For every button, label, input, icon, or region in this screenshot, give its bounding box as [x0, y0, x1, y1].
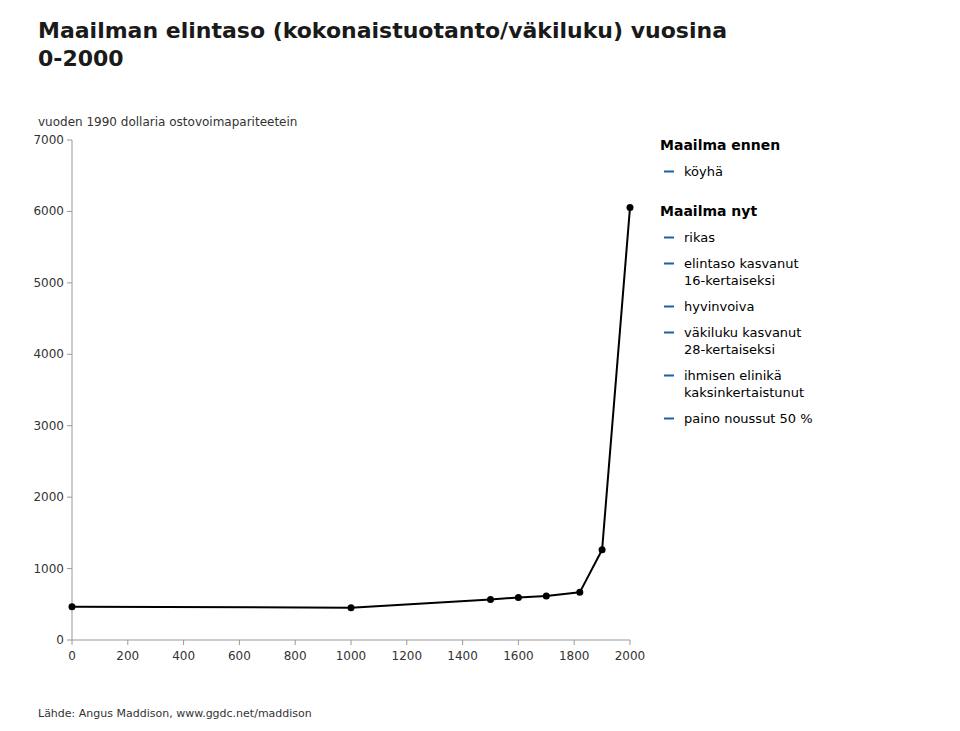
annotation-item: paino noussut 50 % [684, 411, 813, 426]
text-line: rikas [684, 230, 715, 245]
text-line: ihmisen elinikä [684, 368, 782, 383]
text-line: kaksinkertaistunut [684, 385, 804, 400]
x-tick [127, 640, 128, 645]
x-tick [574, 640, 575, 645]
y-tick [67, 211, 72, 212]
y-tick [67, 354, 72, 355]
x-tick [630, 640, 631, 645]
y-tick-label: 2000 [33, 490, 64, 504]
annotation-bullet [664, 237, 674, 239]
y-tick-label: 3000 [33, 419, 64, 433]
chart: Maailman elintaso (kokonaistuotanto/väki… [0, 0, 960, 731]
annotation-bullet [664, 375, 674, 377]
point [348, 604, 355, 611]
y-tick-label: 4000 [33, 347, 64, 361]
x-tick [462, 640, 463, 645]
y-tick-label: 6000 [33, 204, 64, 218]
title: Maailman elintaso (kokonaistuotanto/väki… [38, 18, 727, 71]
text-line: 0-2000 [38, 46, 124, 71]
text-line: paino noussut 50 % [684, 411, 813, 426]
x-tick-label: 1600 [503, 649, 534, 663]
annotation-bullet [664, 306, 674, 308]
annotation-item: hyvinvoiva [684, 299, 754, 314]
x-tick-label: 1000 [336, 649, 367, 663]
x-tick [518, 640, 519, 645]
text-line: elintaso kasvanut [684, 256, 799, 271]
annotation-bullet [664, 332, 674, 334]
x-tick [239, 640, 240, 645]
annotation-bullet [664, 418, 674, 420]
y-tick [67, 497, 72, 498]
x-tick-label: 1800 [559, 649, 590, 663]
text-line: väkiluku kasvanut [684, 325, 801, 340]
x-tick-label: 2000 [615, 649, 646, 663]
text-line: Maailman elintaso (kokonaistuotanto/väki… [38, 18, 727, 43]
x-tick-label: 1200 [392, 649, 423, 663]
point [576, 589, 583, 596]
annotation-item: ihmisen elinikä kaksinkertaistunut [684, 368, 804, 400]
x-tick-label: 800 [284, 649, 307, 663]
plot-area [69, 204, 634, 611]
y-tick [67, 282, 72, 283]
point [627, 204, 634, 211]
x-tick-label: 200 [116, 649, 139, 663]
x-tick [72, 640, 73, 645]
text-line: 28-kertaiseksi [684, 342, 775, 357]
annotation-bullet [664, 263, 674, 265]
y-tick [67, 425, 72, 426]
y-tick-label: 0 [56, 633, 64, 647]
text-line: hyvinvoiva [684, 299, 754, 314]
x-tick-label: 600 [228, 649, 251, 663]
point [515, 594, 522, 601]
x-tick-label: 1400 [447, 649, 478, 663]
x-tick-label: 400 [172, 649, 195, 663]
y-tick-label: 5000 [33, 276, 64, 290]
y-axis-label: vuoden 1990 dollaria ostovoimapariteetei… [38, 115, 297, 129]
annotation-item: väkiluku kasvanut 28-kertaiseksi [684, 325, 801, 357]
annotation-heading: Maailma ennen [660, 137, 780, 153]
annotation-item: elintaso kasvanut 16-kertaiseksi [684, 256, 799, 288]
footnote: Lähde: Angus Maddison, www.ggdc.net/madd… [38, 707, 312, 720]
annotation-item: köyhä [684, 164, 723, 179]
x-tick [295, 640, 296, 645]
annotation-heading: Maailma nyt [660, 203, 757, 219]
y-tick [67, 568, 72, 569]
point [543, 593, 550, 600]
x-tick [406, 640, 407, 645]
x-tick-label: 0 [68, 649, 76, 663]
y-tick [67, 140, 72, 141]
text-line: köyhä [684, 164, 723, 179]
y-tick-label: 7000 [33, 133, 64, 147]
annotation-bullet [664, 171, 674, 173]
point [599, 546, 606, 553]
text-line: 16-kertaiseksi [684, 273, 775, 288]
line [72, 208, 630, 608]
point [69, 603, 76, 610]
y-tick [67, 640, 72, 641]
point [487, 596, 494, 603]
y-axis-line [72, 140, 73, 640]
annotation-item: rikas [684, 230, 715, 245]
y-tick-label: 1000 [33, 562, 64, 576]
x-tick [183, 640, 184, 645]
x-tick [351, 640, 352, 645]
